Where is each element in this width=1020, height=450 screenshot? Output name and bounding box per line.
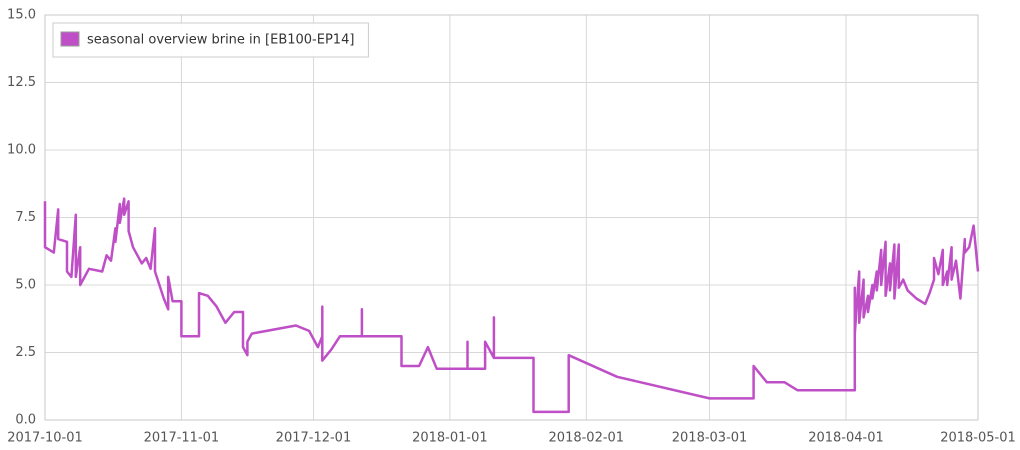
y-tick-label: 7.5 <box>15 210 36 225</box>
x-tick-label: 2018-01-01 <box>412 431 488 446</box>
y-tick-label: 12.5 <box>7 75 36 90</box>
y-tick-label: 10.0 <box>7 143 36 158</box>
y-tick-label: 0.0 <box>15 413 36 428</box>
data-line <box>43 197 980 414</box>
y-tick-label: 15.0 <box>7 8 36 23</box>
x-tick-label: 2017-12-01 <box>276 431 352 446</box>
legend-label: seasonal overview brine in [EB100-EP14] <box>87 33 354 48</box>
y-tick-label: 2.5 <box>15 345 36 360</box>
legend-box <box>52 22 369 58</box>
y-tick-label: 5.0 <box>15 278 36 293</box>
x-tick-label: 2017-10-01 <box>7 431 83 446</box>
legend: seasonal overview brine in [EB100-EP14] <box>52 22 369 58</box>
x-tick-label: 2018-05-01 <box>940 431 1016 446</box>
x-tick-label: 2017-11-01 <box>144 431 220 446</box>
legend-swatch <box>60 31 80 47</box>
x-tick-label: 2018-04-01 <box>808 431 884 446</box>
x-tick-label: 2018-02-01 <box>549 431 625 446</box>
x-tick-label: 2018-03-01 <box>672 431 748 446</box>
